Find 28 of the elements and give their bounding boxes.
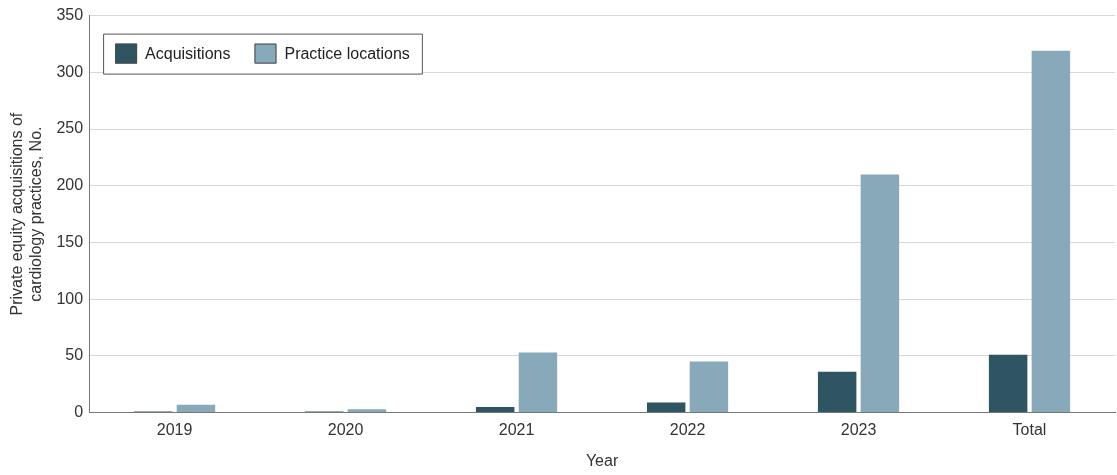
bar	[1031, 50, 1071, 413]
bar	[347, 409, 387, 413]
bar	[689, 361, 729, 413]
bar	[988, 354, 1028, 413]
x-tick-label: 2021	[498, 420, 535, 438]
legend-label: Practice locations	[284, 45, 410, 63]
legend-label: Acquisitions	[145, 45, 231, 63]
y-tick-label: 250	[56, 119, 84, 137]
x-tick-label: Total	[1012, 420, 1047, 438]
y-tick-label: 0	[74, 403, 84, 421]
x-tick-label: 2023	[840, 420, 877, 438]
bar	[518, 352, 558, 413]
bar	[646, 402, 686, 413]
y-tick-label: 350	[56, 6, 84, 24]
x-axis-title: Year	[585, 451, 619, 469]
x-tick-label: 2020	[327, 420, 364, 438]
y-tick-label: 200	[56, 176, 84, 194]
y-axis-title: Private equity acquisitions of cardiology practices, No.	[8, 112, 45, 316]
x-tick-label: 2019	[156, 420, 193, 438]
bar	[475, 406, 515, 413]
bar	[817, 371, 857, 413]
bar	[860, 174, 900, 413]
y-tick-label: 100	[56, 289, 84, 307]
x-tick-label: 2022	[669, 420, 706, 438]
bar	[176, 404, 216, 413]
y-tick-label: 150	[56, 232, 84, 250]
y-tick-label: 300	[56, 62, 84, 80]
y-tick-label: 50	[65, 346, 84, 364]
